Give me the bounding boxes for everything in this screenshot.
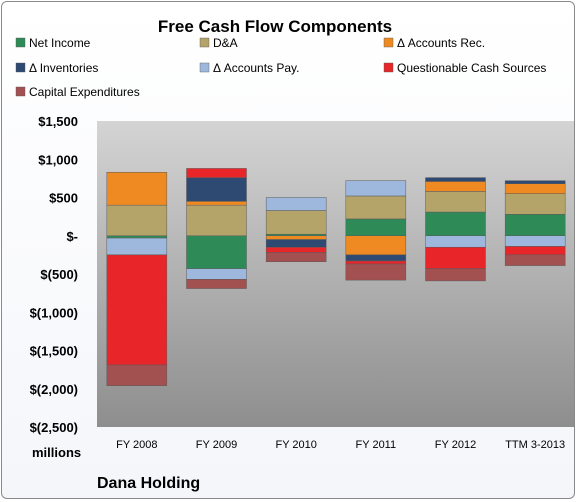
bar-segment [425,191,486,213]
bar-segment [425,235,486,248]
y-tick-label: $(500) [40,267,78,282]
bar-segment [504,193,566,215]
bar-segment [106,364,168,386]
x-tick-label: FY 2011 [356,439,397,451]
y-tick-label: $(1,000) [30,305,78,320]
legend-swatch [383,62,394,73]
bar-segment [106,235,168,239]
bar-segment [265,235,327,240]
legend-item: Δ Accounts Pay. [199,61,300,75]
legend-swatch [15,86,26,97]
legend-label: Δ Inventories [29,61,98,75]
bar-segment [345,218,407,236]
bar-segment [425,211,486,237]
bar-segment [265,246,327,253]
bar-segment [106,172,168,206]
bar-segment [345,235,407,256]
y-tick-label: $1,500 [38,114,78,129]
bar-segment [265,252,327,263]
legend-item: D&A [199,36,238,50]
legend-label: Capital Expenditures [29,85,140,99]
bar-segment [425,268,486,282]
legend-swatch [15,37,26,48]
legend-item: Δ Inventories [15,61,98,75]
bar-segment [106,254,168,366]
bar-segment [186,235,247,269]
bar-segment [425,177,486,182]
legend-item: Δ Accounts Rec. [383,36,485,50]
x-tick-label: FY 2008 [116,439,157,451]
bar-segment [425,246,486,269]
legend-label: Net Income [29,36,91,50]
bar-segment [345,254,407,262]
y-tick-label: $(2,000) [30,382,78,397]
bar-segment [345,180,407,197]
x-tick-label: TTM 3-2013 [505,439,565,451]
bar-segment [106,237,168,256]
y-tick-label: $(2,500) [30,420,78,435]
y-tick-label: $(1,500) [30,344,78,359]
legend: Net Income D&A Δ Accounts Rec. Δ Inventorie… [15,36,546,99]
legend-swatch [199,62,210,73]
bar-segment [345,260,407,265]
bar-segment [504,246,566,256]
legend-label: Δ Accounts Rec. [397,36,485,50]
bars [106,168,566,386]
bar-segment [504,183,566,194]
bar-segment [186,201,247,206]
x-tick-label: FY 2009 [196,439,237,451]
y-tick-label: $- [66,229,78,244]
x-axis: FY 2008 FY 2009 FY 2010 FY 2011 FY 2012 TTM 3… [116,439,565,451]
plot-area [97,121,574,427]
bar-segment [425,181,486,192]
bar-segment [345,263,407,281]
x-tick-label: FY 2010 [275,439,316,451]
bar-segment [186,279,247,289]
legend-label: Δ Accounts Pay. [213,61,300,75]
x-tick-label: FY 2012 [435,439,476,451]
legend-item: Capital Expenditures [15,85,140,99]
legend-item: Net Income [15,36,91,50]
y-axis: $1,500 $1,000 $500 $- $(500) $(1,000) $(1,500)… [30,114,78,435]
bar-segment [265,239,327,248]
legend-label: Questionable Cash Sources [397,61,546,75]
legend-swatch [15,62,26,73]
chart-title: Free Cash Flow Components [158,17,392,36]
bar-segment [265,210,327,235]
legend-swatch [383,37,394,48]
y-tick-label: $500 [49,191,78,206]
y-tick-label: $1,000 [38,152,78,167]
legend-swatch [199,37,210,48]
bar-segment [186,204,247,236]
bar-segment [186,268,247,280]
bar-segment [504,214,566,237]
company-name: Dana Holding [97,475,200,492]
units-label: millions [32,445,81,460]
bar-segment [504,254,566,266]
bar-segment [186,168,247,178]
bar-segment [504,180,566,184]
bar-segment [265,197,327,211]
bar-segment [186,177,247,202]
bar-segment [345,195,407,220]
bar-segment [504,235,566,247]
bar-segment [106,204,168,236]
legend-label: D&A [213,36,238,50]
legend-item: Questionable Cash Sources [383,61,546,75]
